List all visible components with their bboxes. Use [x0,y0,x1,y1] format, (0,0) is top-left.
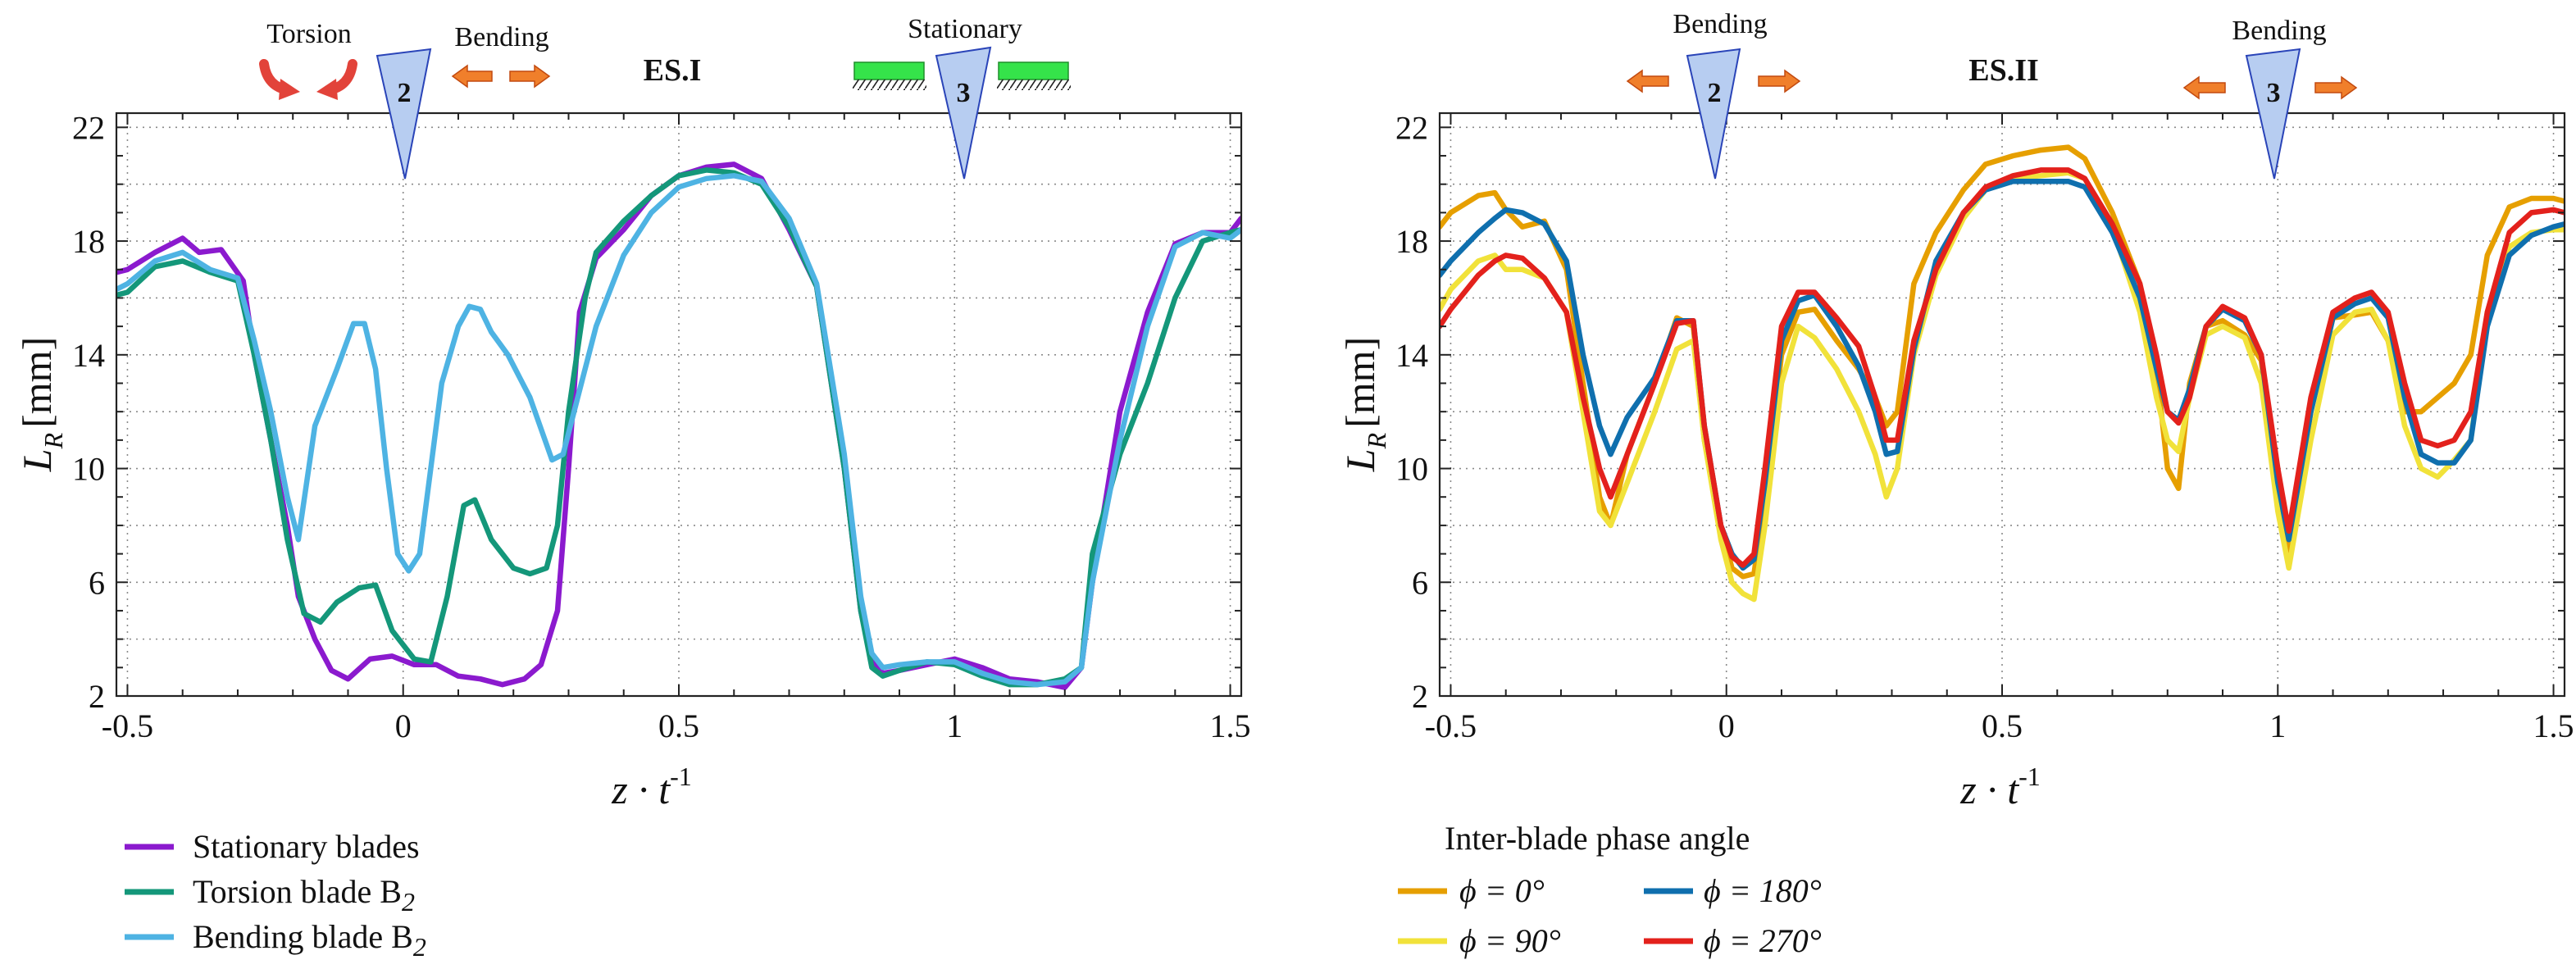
right-legend: Inter-blade phase angle ϕ = 0° ϕ = 180° … [1398,820,1822,959]
blade-2-icon: 2 [375,48,432,180]
right-panel: -0.5 0 0.5 1 1.5 2 6 10 14 18 22 LR [mm] z · t-1 Be… [1337,9,2574,959]
left-series-line-1 [116,167,1241,688]
panel-title-es2: ES.II [1968,53,2039,88]
left-ytick-label: 6 [89,564,105,601]
right-ytick-label: 2 [1412,678,1428,715]
left-xtick-label: 1.5 [1210,707,1251,744]
left-ylabel-sub: R [39,432,68,449]
legend-label-phi-180: ϕ = 180° [1704,872,1822,909]
blade-2-label-right: 2 [1708,78,1722,108]
right-xtick-label: 1.5 [2533,707,2574,744]
right-series-line-3 [1440,167,2565,568]
right-xtick-label: 0 [1718,707,1735,744]
legend-title: Inter-blade phase angle [1445,820,1750,857]
right-xlabel: z · t-1 [1959,762,2041,812]
blade-3-label: 3 [957,78,971,108]
left-xtick-label: 1 [946,707,963,744]
right-ytick-label: 18 [1395,223,1428,260]
legend-label-phi-270: ϕ = 270° [1704,922,1822,959]
left-ytick-label: 10 [72,451,105,488]
right-ytick-label: 6 [1412,564,1428,601]
right-grid [1440,113,2565,697]
blade-2-icon-right: 2 [1686,48,1741,180]
right-series-line-1 [1440,170,2565,603]
annotation-bending-right-1: Bending [1673,9,1767,39]
right-ylabel-sub: R [1362,432,1391,449]
left-legend: Stationary blades Torsion blade B2 Bendi… [125,828,426,962]
left-grid [116,113,1241,697]
bending-arrow-icon-right-2 [2182,75,2358,100]
left-xlabel-text: z · t [611,766,671,812]
left-series-line-2 [116,173,1241,688]
left-ytick-label: 18 [72,223,105,260]
right-xtick-label: -0.5 [1425,707,1477,744]
right-ytick-label: 22 [1395,109,1428,146]
right-xtick-label: 1 [2269,707,2286,744]
annotation-bending-left: Bending [454,22,548,52]
left-ytick-label: 14 [72,337,105,374]
left-ylabel: LR [mm] [14,337,68,472]
left-xtick-label: 0 [395,707,412,744]
right-ytick-label: 10 [1395,451,1428,488]
legend-label-stationary: Stationary blades [193,828,420,865]
left-series-line-0 [116,161,1241,690]
annotation-torsion: Torsion [266,19,351,49]
right-plot-area [1440,144,2565,603]
legend-label-phi-90: ϕ = 90° [1459,922,1561,959]
annotation-bending-right-2: Bending [2232,16,2326,46]
torsion-arrow-icon [259,59,357,100]
bending-arrow-icon-right-1 [1626,69,1801,93]
left-xlabel-sup: -1 [670,762,692,791]
left-ylabel-var: L [14,448,60,472]
blade-3-icon-right: 3 [2245,48,2301,180]
left-ytick-label: 2 [89,678,105,715]
legend-label-phi-0: ϕ = 0° [1459,872,1545,909]
panel-title-es1: ES.I [644,53,702,88]
bending-arrow-icon [451,64,551,89]
left-ticks: -0.5 0 0.5 1 1.5 2 6 10 14 18 22 [72,109,1251,744]
left-ytick-label: 22 [72,109,105,146]
right-xlabel-sup: -1 [2018,762,2041,791]
annotation-stationary: Stationary [908,14,1022,44]
right-axes-frame [1438,111,2566,698]
left-plot-area [116,161,1241,690]
left-axes-frame [115,111,1243,698]
svg-text:LR[mm]: LR [mm] [14,337,68,472]
legend-label-bending: Bending blade B2 [193,918,426,962]
left-xtick-label: -0.5 [102,707,153,744]
right-ylabel-var: L [1337,448,1383,472]
left-ylabel-unit: [mm] [14,337,60,428]
svg-text:LR[mm]: LR [mm] [1337,337,1391,472]
right-xlabel-text: z · t [1959,766,2019,812]
legend-label-torsion: Torsion blade B2 [193,873,415,917]
right-ticks: -0.5 0 0.5 1 1.5 2 6 10 14 18 22 [1395,109,2574,744]
left-xtick-label: 0.5 [658,707,699,744]
blade-3-icon: 3 [935,46,992,180]
right-xtick-label: 0.5 [1982,707,2023,744]
right-ytick-label: 14 [1395,337,1428,374]
blade-2-label: 2 [398,78,412,108]
left-panel: -0.5 0 0.5 1 1.5 2 6 10 14 18 22 LR [mm] z · t-1 To… [14,14,1251,962]
right-ylabel: LR [mm] [1337,337,1391,472]
left-xlabel: z · t-1 [611,762,692,812]
blade-3-label-right: 3 [2267,78,2281,108]
right-ylabel-unit: [mm] [1337,337,1383,428]
stationary-support-icon [853,61,1071,90]
